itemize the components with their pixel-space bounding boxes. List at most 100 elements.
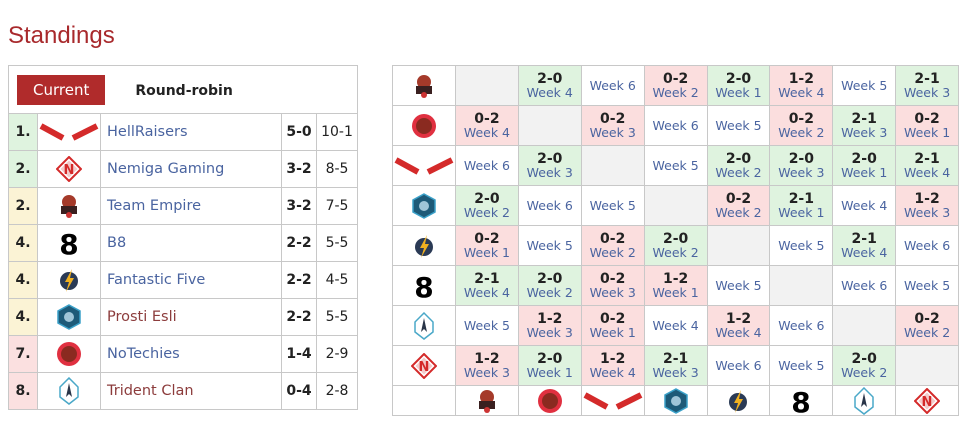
b8-logo-icon[interactable]: 8 [769,385,834,419]
match-cell[interactable]: Week 4 [832,185,897,226]
prosti-esli-logo-icon[interactable] [37,298,101,336]
nemiga-logo-icon[interactable]: N [392,345,456,386]
empire-logo-icon[interactable] [37,187,101,225]
match-cell[interactable]: Week 5 [643,145,708,186]
match-cell[interactable]: Week 5 [580,185,645,226]
match-cell[interactable]: 2-1 Week 4 [895,145,959,186]
match-week[interactable]: Week 4 [589,365,636,381]
match-cell[interactable]: Week 5 [706,105,771,146]
match-week[interactable]: Week 1 [715,85,762,101]
match-cell[interactable]: 2-0 Week 4 [517,65,582,106]
b8-logo-icon[interactable]: 8 [37,224,101,262]
match-week[interactable]: Week 3 [841,125,888,141]
match-cell[interactable]: 1-2 Week 4 [769,65,834,106]
prosti-esli-logo-icon[interactable] [392,185,456,226]
match-week[interactable]: Week 5 [526,237,573,253]
hellraisers-logo-icon[interactable] [392,145,456,186]
match-week[interactable]: Week 3 [652,365,699,381]
match-week[interactable]: Week 4 [715,325,762,341]
match-week[interactable]: Week 2 [841,365,888,381]
nemiga-logo-icon[interactable]: N [895,385,959,416]
match-cell[interactable]: 1-2 Week 1 [643,265,708,306]
match-week[interactable]: Week 4 [463,285,510,301]
match-cell[interactable]: Week 6 [769,305,834,346]
match-cell[interactable]: Week 5 [517,225,582,266]
match-cell[interactable]: 0-2 Week 4 [454,105,519,146]
match-cell[interactable]: Week 6 [643,105,708,146]
match-cell[interactable]: 0-2 Week 3 [580,105,645,146]
match-week[interactable]: Week 1 [903,125,951,141]
match-cell[interactable]: Week 5 [895,265,959,306]
match-week[interactable]: Week 2 [526,285,573,301]
match-cell[interactable]: Week 6 [895,225,959,266]
team-link[interactable]: Prosti Esli [107,309,177,325]
match-week[interactable]: Week 3 [526,325,573,341]
b8-logo-icon[interactable]: 8 [392,265,456,306]
round-robin-tab[interactable]: Round-robin [135,82,233,99]
fantastic-five-logo-icon[interactable] [706,385,771,416]
notechies-logo-icon[interactable] [37,335,101,373]
team-link[interactable]: Nemiga Gaming [107,161,225,177]
match-cell[interactable]: Week 6 [580,65,645,106]
match-week[interactable]: Week 4 [841,197,888,213]
match-week[interactable]: Week 5 [778,237,825,253]
empire-logo-icon[interactable] [454,385,519,416]
match-cell[interactable]: 0-2 Week 1 [895,105,959,146]
match-week[interactable]: Week 5 [778,357,825,373]
match-week[interactable]: Week 3 [589,285,636,301]
match-cell[interactable]: 2-0 Week 1 [517,345,582,386]
match-week[interactable]: Week 1 [778,205,825,221]
match-cell[interactable]: Week 5 [706,265,771,306]
team-link[interactable]: Fantastic Five [107,272,206,288]
match-cell[interactable]: 2-1 Week 1 [769,185,834,226]
match-cell[interactable]: Week 5 [769,225,834,266]
current-tab[interactable]: Current [17,74,106,105]
match-week[interactable]: Week 5 [841,77,888,93]
match-week[interactable]: Week 6 [903,237,951,253]
match-week[interactable]: Week 6 [589,77,636,93]
match-cell[interactable]: 2-0 Week 2 [706,145,771,186]
match-week[interactable]: Week 5 [589,197,636,213]
match-week[interactable]: Week 6 [715,357,762,373]
match-week[interactable]: Week 5 [715,117,762,133]
match-week[interactable]: Week 5 [715,277,762,293]
match-cell[interactable]: 0-2 Week 2 [769,105,834,146]
match-cell[interactable]: 0-2 Week 1 [580,305,645,346]
match-cell[interactable]: 2-1 Week 3 [895,65,959,106]
match-cell[interactable]: 1-2 Week 4 [706,305,771,346]
match-week[interactable]: Week 2 [715,205,762,221]
prosti-esli-logo-icon[interactable] [643,385,708,416]
team-link[interactable]: B8 [107,235,127,251]
match-cell[interactable]: Week 5 [454,305,519,346]
match-cell[interactable]: 2-0 Week 3 [769,145,834,186]
match-week[interactable]: Week 5 [652,157,699,173]
match-cell[interactable]: Week 6 [706,345,771,386]
match-week[interactable]: Week 3 [526,165,573,181]
team-link[interactable]: NoTechies [107,346,180,362]
match-cell[interactable]: 0-2 Week 2 [895,305,959,346]
match-week[interactable]: Week 3 [778,165,825,181]
fantastic-five-logo-icon[interactable] [37,261,101,299]
hellraisers-logo-icon[interactable] [580,385,645,416]
match-cell[interactable]: 2-1 Week 4 [454,265,519,306]
trident-clan-logo-icon[interactable] [37,372,101,410]
team-link[interactable]: HellRaisers [107,124,188,140]
match-week[interactable]: Week 3 [903,205,951,221]
match-cell[interactable]: 2-0 Week 2 [643,225,708,266]
match-week[interactable]: Week 3 [463,365,510,381]
match-cell[interactable]: 0-2 Week 2 [706,185,771,226]
match-cell[interactable]: 2-0 Week 2 [454,185,519,226]
match-cell[interactable]: Week 4 [643,305,708,346]
match-cell[interactable]: Week 6 [832,265,897,306]
match-cell[interactable]: 2-1 Week 4 [832,225,897,266]
match-cell[interactable]: 2-0 Week 2 [832,345,897,386]
match-cell[interactable]: 2-0 Week 2 [517,265,582,306]
match-cell[interactable]: 1-2 Week 3 [454,345,519,386]
match-week[interactable]: Week 2 [652,85,699,101]
match-week[interactable]: Week 4 [903,165,951,181]
trident-clan-logo-icon[interactable] [832,385,897,416]
match-cell[interactable]: 2-0 Week 1 [832,145,897,186]
match-week[interactable]: Week 6 [778,317,825,333]
fantastic-five-logo-icon[interactable] [392,225,456,266]
match-week[interactable]: Week 6 [652,117,699,133]
